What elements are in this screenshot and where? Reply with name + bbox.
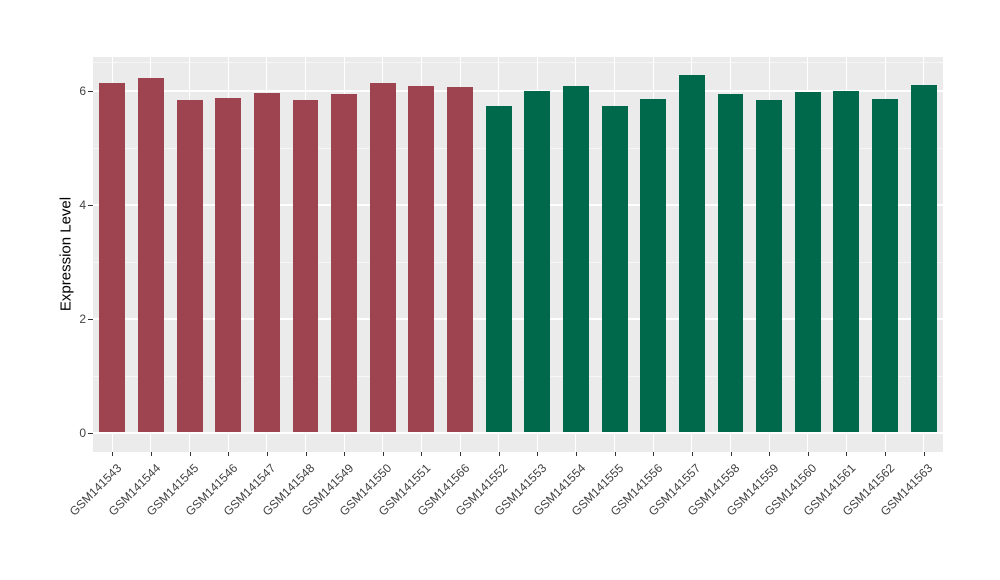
bar-GSM141546: [215, 97, 242, 433]
y-axis-title: Expression Level: [57, 196, 75, 312]
bar-GSM141563: [910, 84, 937, 433]
bar-GSM141554: [563, 86, 589, 433]
bar-GSM141545: [176, 99, 203, 433]
x-tick-mark: [150, 452, 152, 456]
gridline-major: [93, 204, 943, 206]
y-tick-label: 4: [79, 197, 86, 212]
gridline-major: [93, 90, 943, 92]
bar-GSM141548: [292, 99, 319, 433]
x-tick-mark: [691, 452, 693, 456]
gridline-minor: [93, 261, 943, 263]
bar-GSM141557: [678, 74, 705, 433]
x-tick-mark: [537, 452, 539, 456]
x-tick-mark: [575, 452, 577, 456]
bar-GSM141552: [485, 106, 512, 433]
gridline-minor: [93, 147, 943, 149]
y-tick-mark: [88, 432, 93, 434]
x-tick-mark: [305, 452, 307, 456]
bar-GSM141544: [138, 78, 164, 433]
x-tick-mark: [112, 452, 114, 456]
x-tick-mark: [498, 452, 500, 456]
bar-GSM141555: [601, 106, 628, 433]
x-tick-mark: [460, 452, 462, 456]
gridline-major: [93, 318, 943, 320]
bar-GSM141556: [640, 98, 667, 433]
y-tick-label: 2: [79, 311, 86, 326]
x-tick-mark: [730, 452, 732, 456]
bar-GSM141561: [833, 91, 860, 433]
y-tick-mark: [88, 318, 93, 320]
x-tick-mark: [807, 452, 809, 456]
bar-GSM141558: [717, 93, 744, 433]
x-tick-mark: [614, 452, 616, 456]
x-tick-mark: [653, 452, 655, 456]
bar-GSM141543: [99, 82, 126, 433]
bar-GSM141549: [331, 93, 358, 433]
bar-GSM141566: [447, 86, 473, 433]
y-tick-label: 6: [79, 83, 86, 98]
x-tick-mark: [923, 452, 925, 456]
gridline-minor: [93, 375, 943, 377]
y-tick-label: 0: [79, 425, 86, 440]
x-tick-mark: [885, 452, 887, 456]
x-tick-mark: [421, 452, 423, 456]
bar-GSM141547: [253, 92, 280, 433]
bar-GSM141562: [872, 98, 898, 433]
gridline-major: [93, 432, 943, 434]
bar-GSM141560: [794, 92, 821, 433]
bar-GSM141550: [369, 83, 396, 433]
x-tick-mark: [769, 452, 771, 456]
plot-panel: [93, 57, 943, 452]
x-tick-mark: [846, 452, 848, 456]
x-tick-mark: [189, 452, 191, 456]
bar-GSM141553: [524, 90, 551, 433]
bar-GSM141551: [408, 86, 435, 433]
y-tick-mark: [88, 90, 93, 92]
x-tick-mark: [228, 452, 230, 456]
x-tick-mark: [266, 452, 268, 456]
bar-GSM141559: [756, 99, 783, 433]
y-tick-mark: [88, 204, 93, 206]
x-tick-mark: [344, 452, 346, 456]
gridline-minor: [93, 62, 943, 64]
x-tick-mark: [382, 452, 384, 456]
